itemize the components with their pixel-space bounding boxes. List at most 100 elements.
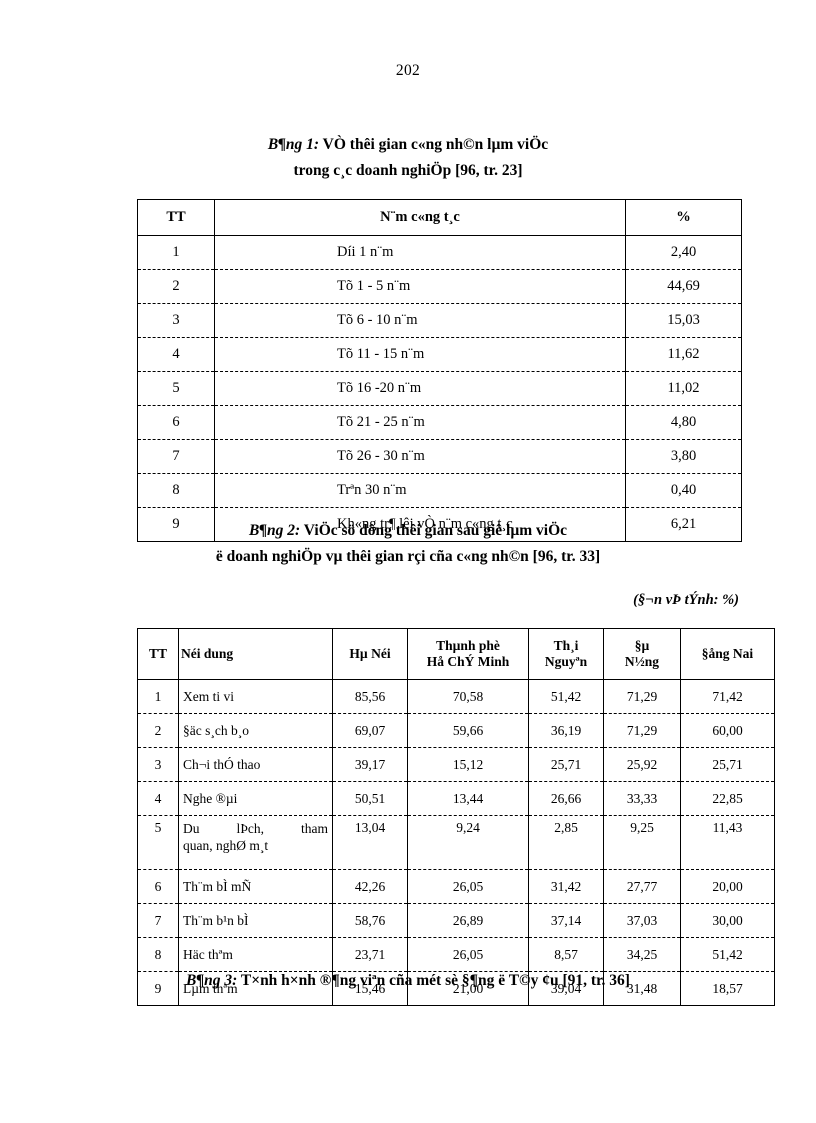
table-3-caption: B¶ng 3: T×nh h×nh ®¶ng viªn cña mét sè §… (0, 968, 816, 994)
header-tn-line-1: Th¸i (553, 638, 579, 653)
cell-content: Lµm thªm (178, 971, 333, 1006)
header-content: Néi dung (178, 628, 333, 680)
page-number: 202 (395, 62, 421, 79)
header-hcm-line-2: Hå ChÝ Minh (426, 654, 510, 669)
table-row: 6 Tõ 21 - 25 n¨m 4,80 (137, 405, 742, 440)
cell-tt: 6 (137, 405, 215, 440)
cell-content: Häc thªm (178, 937, 333, 972)
cell-content: Ch¬i thÓ thao (178, 747, 333, 782)
cell-content: Th¨m bÌ mÑ (178, 869, 333, 904)
cell-tt: 4 (137, 337, 215, 372)
header-hanoi: Hµ Néi (332, 628, 408, 680)
cell-dong-nai: 60,00 (680, 713, 775, 748)
table-row: 1 Díi 1 n¨m 2,40 (137, 235, 742, 270)
cell-thai-nguyen: 26,66 (528, 781, 604, 816)
cell-years: Tõ 21 - 25 n¨m (214, 405, 626, 440)
cell-tt: 9 (137, 971, 179, 1006)
cell-hanoi: 42,26 (332, 869, 408, 904)
table-3-caption-label: B¶ng 3: (186, 972, 238, 989)
table-row: 4 Tõ 11 - 15 n¨m 11,62 (137, 337, 742, 372)
cell-percent: 44,69 (625, 269, 742, 304)
cell-thai-nguyen: 8,57 (528, 937, 604, 972)
header-da-nang: §µ N½ng (603, 628, 681, 680)
table-1-caption: B¶ng 1: VÒ thêi gian c«ng nh©n lµm viÖc … (0, 132, 816, 184)
table-row: 1 Xem ti vi 85,56 70,58 51,42 71,29 71,4… (137, 679, 775, 714)
cell-percent: 15,03 (625, 303, 742, 338)
cell-thai-nguyen: 25,71 (528, 747, 604, 782)
cell-ho-chi-minh: 26,05 (407, 937, 529, 972)
cell-da-nang: 9,25 (603, 815, 681, 870)
table-row: 3 Ch¬i thÓ thao 39,17 15,12 25,71 25,92 … (137, 747, 775, 782)
cell-tt: 1 (137, 235, 215, 270)
cell-thai-nguyen: 37,14 (528, 903, 604, 938)
table-2-caption-text: ViÖc sö dông thêi gian sau giê lµm viÖc (300, 522, 568, 539)
table-1-caption-line-2: trong c¸c doanh nghiÖp [96, tr. 23] (293, 162, 523, 179)
table-row: 3 Tõ 6 - 10 n¨m 15,03 (137, 303, 742, 338)
cell-tt: 2 (137, 269, 215, 304)
cell-tt: 8 (137, 937, 179, 972)
table-2-caption-line-2: ë doanh nghiÖp vµ thêi gian rçi cña c«ng… (215, 548, 601, 565)
cell-years: Díi 1 n¨m (214, 235, 626, 270)
cell-tt: 6 (137, 869, 179, 904)
cell-thai-nguyen: 2,85 (528, 815, 604, 870)
cell-ho-chi-minh: 15,12 (407, 747, 529, 782)
table-3-caption-text: T×nh h×nh ®¶ng viªn cña mét sè §¶ng ë T©… (237, 972, 630, 989)
cell-da-nang: 33,33 (603, 781, 681, 816)
cell-content: Du lÞch, tham quan, nghØ m¸t (178, 815, 333, 870)
header-dn-line-1: §µ (634, 638, 650, 653)
cell-years: Tõ 16 -20 n¨m (214, 371, 626, 406)
table-row: 2 Tõ 1 - 5 n¨m 44,69 (137, 269, 742, 304)
cell-tt: 3 (137, 747, 179, 782)
cell-thai-nguyen: 39,04 (528, 971, 604, 1006)
cell-thai-nguyen: 51,42 (528, 679, 604, 714)
cell-years: Trªn 30 n¨m (214, 473, 626, 508)
cell-ho-chi-minh: 26,05 (407, 869, 529, 904)
header-thai-nguyen: Th¸i Nguyªn (528, 628, 604, 680)
cell-percent: 6,21 (625, 507, 742, 542)
cell-years: Tõ 6 - 10 n¨m (214, 303, 626, 338)
table-row-header: TT N¨m c«ng t¸c % (137, 199, 742, 236)
table-2-caption-line-1: B¶ng 2: ViÖc sö dông thêi gian sau giê l… (0, 518, 816, 544)
cell-percent: 11,62 (625, 337, 742, 372)
table-row: 8 Trªn 30 n¨m 0,40 (137, 473, 742, 508)
table-1-caption-label: B¶ng 1: (267, 136, 320, 153)
cell-percent: 3,80 (625, 439, 742, 474)
cell-tt: 8 (137, 473, 215, 508)
cell-years: Tõ 26 - 30 n¨m (214, 439, 626, 474)
cell-da-nang: 37,03 (603, 903, 681, 938)
header-tt: TT (137, 199, 215, 236)
table-row-header: TT Néi dung Hµ Néi Thµnh phè Hå ChÝ Minh … (137, 628, 775, 680)
cell-thai-nguyen: 36,19 (528, 713, 604, 748)
cell-ho-chi-minh: 9,24 (407, 815, 529, 870)
cell-tt: 2 (137, 713, 179, 748)
cell-dong-nai: 18,57 (680, 971, 775, 1006)
cell-hanoi: 50,51 (332, 781, 408, 816)
cell-years: Kh«ng tr¶ lêi vÒ n¨m c«ng t¸c (214, 507, 626, 542)
table-1-caption-text: VÒ thêi gian c«ng nh©n lµm viÖc (319, 136, 549, 153)
cell-content: Th¨m b¹n bÌ (178, 903, 333, 938)
header-hcm-line-1: Thµnh phè (436, 638, 500, 653)
cell-hanoi: 15,46 (332, 971, 408, 1006)
table-2-caption: B¶ng 2: ViÖc sö dông thêi gian sau giê l… (0, 518, 816, 570)
header-percent: % (625, 199, 742, 236)
cell-hanoi: 39,17 (332, 747, 408, 782)
cell-ho-chi-minh: 13,44 (407, 781, 529, 816)
table-row: 5 Tõ 16 -20 n¨m 11,02 (137, 371, 742, 406)
header-dong-nai: §ång Nai (680, 628, 775, 680)
table-row: 9 Kh«ng tr¶ lêi vÒ n¨m c«ng t¸c 6,21 (137, 507, 742, 542)
cell-ho-chi-minh: 70,58 (407, 679, 529, 714)
unit-note: (§¬n vÞ tÝnh: %) (633, 592, 739, 608)
table-row: 2 §äc s¸ch b¸o 69,07 59,66 36,19 71,29 6… (137, 713, 775, 748)
cell-content: Nghe ®µi (178, 781, 333, 816)
cell-tt: 1 (137, 679, 179, 714)
cell-ho-chi-minh: 59,66 (407, 713, 529, 748)
cell-hanoi: 58,76 (332, 903, 408, 938)
cell-hanoi: 13,04 (332, 815, 408, 870)
header-tt: TT (137, 628, 179, 680)
cell-tt: 9 (137, 507, 215, 542)
cell-dong-nai: 71,42 (680, 679, 775, 714)
cell-dong-nai: 51,42 (680, 937, 775, 972)
cell-years: Tõ 1 - 5 n¨m (214, 269, 626, 304)
cell-dong-nai: 30,00 (680, 903, 775, 938)
table-row: 5 Du lÞch, tham quan, nghØ m¸t 13,04 9,2… (137, 815, 775, 870)
